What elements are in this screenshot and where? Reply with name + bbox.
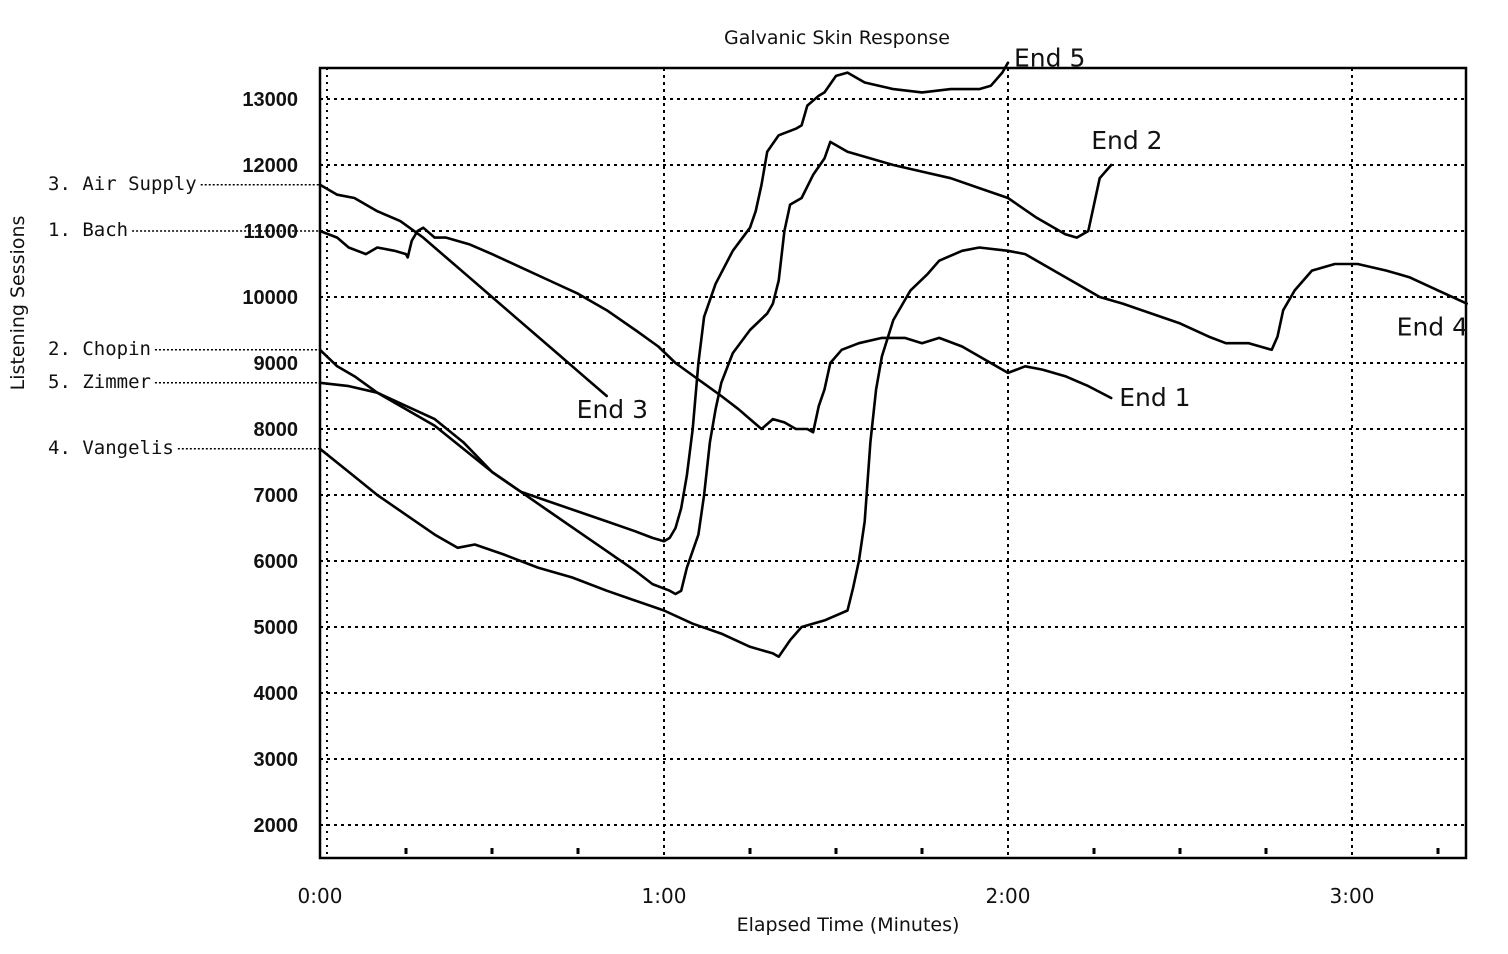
minor-ticks (404, 848, 1440, 854)
y-tick-labels: 2000 3000 4000 5000 6000 7000 8000 9000 10000 110… (242, 89, 298, 837)
series-end-label: End 3 (577, 395, 648, 424)
y-axis-label: Listening Sessions (7, 216, 29, 391)
series-line (318, 61, 1010, 543)
series-end-label: End 1 (1119, 383, 1190, 412)
y-tick-label: 4000 (254, 683, 299, 705)
x-tick-label: 1:00 (642, 884, 687, 908)
series-line (318, 183, 608, 398)
y-tick-label: 3000 (254, 749, 299, 771)
end-labels: End 1 End 2 End 3 End 4 End 5 (577, 44, 1468, 424)
y-tick-label: 10000 (242, 287, 298, 309)
y-tick-label: 7000 (254, 485, 299, 507)
series-end-label: End 2 (1091, 126, 1162, 155)
legend-label: 1. Bach (48, 219, 128, 241)
x-tick-label: 2:00 (986, 884, 1031, 908)
y-tick-label: 5000 (254, 617, 299, 639)
y-tick-label: 9000 (254, 353, 299, 375)
legend-label: 5. Zimmer (48, 371, 151, 393)
series-lines (318, 61, 1468, 658)
x-tick-label: 3:00 (1330, 884, 1375, 908)
x-tick-label: 0:00 (298, 884, 343, 908)
series-end-label: End 5 (1014, 44, 1085, 73)
legend-label: 2. Chopin (48, 338, 151, 360)
x-tick-labels: 0:00 1:00 2:00 3:00 (298, 884, 1375, 908)
chart-title: Galvanic Skin Response (724, 27, 950, 49)
plot-frame (318, 66, 1468, 860)
legend-label: 3. Air Supply (48, 173, 197, 195)
series-line (318, 246, 1468, 658)
x-axis-label: Elapsed Time (Minutes) (737, 914, 960, 936)
y-tick-label: 8000 (254, 419, 299, 441)
y-tick-label: 13000 (242, 89, 298, 111)
y-tick-label: 6000 (254, 551, 299, 573)
series-end-label: End 4 (1397, 313, 1468, 342)
series-line (318, 140, 1113, 596)
legend-label: 4. Vangelis (48, 437, 174, 459)
y-tick-label: 11000 (243, 221, 298, 243)
y-tick-label: 2000 (254, 815, 299, 837)
legend: 3. Air Supply 1. Bach 2. Chopin 5. Zimmer 4.… (48, 173, 320, 459)
y-tick-label: 12000 (242, 155, 298, 177)
grid-lines (320, 68, 1466, 858)
series-line (318, 226, 1113, 434)
